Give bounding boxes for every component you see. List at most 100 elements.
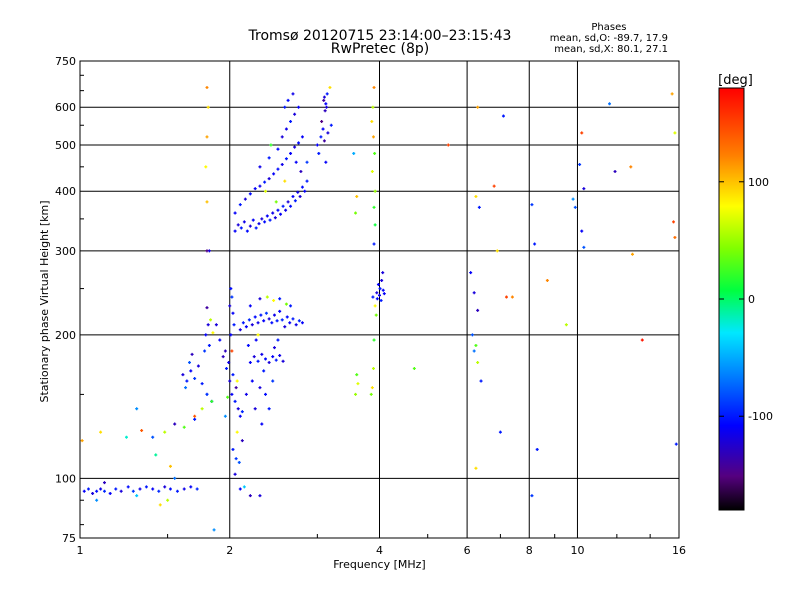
data-point — [299, 169, 303, 173]
data-point — [672, 220, 676, 224]
data-point — [276, 338, 280, 342]
data-point — [370, 169, 374, 173]
data-point — [268, 218, 272, 222]
data-point — [479, 379, 483, 383]
colorbar: 100 0 -100 [deg] — [718, 73, 773, 511]
data-point — [230, 349, 234, 353]
data-point — [205, 135, 209, 139]
data-point — [80, 439, 84, 443]
data-point — [286, 98, 290, 102]
y-tick-label: 100 — [55, 472, 76, 485]
data-point — [244, 392, 248, 396]
data-point — [102, 481, 106, 485]
data-point — [530, 494, 534, 498]
x-tick-label: 4 — [376, 544, 383, 557]
data-point — [272, 172, 276, 176]
data-point — [328, 85, 332, 89]
data-point — [253, 315, 257, 319]
data-point — [356, 382, 360, 386]
x-tick-label: 16 — [672, 544, 686, 557]
data-point — [259, 313, 263, 317]
data-point — [262, 369, 266, 373]
data-point — [280, 318, 284, 322]
data-point — [267, 177, 271, 181]
data-point — [580, 131, 584, 135]
data-point — [629, 165, 633, 169]
data-point — [230, 392, 234, 396]
data-point — [140, 429, 144, 433]
data-point — [370, 386, 374, 390]
data-point — [212, 528, 216, 532]
data-point — [224, 366, 228, 370]
data-point — [321, 127, 325, 131]
data-point — [278, 309, 282, 313]
data-point — [300, 321, 304, 325]
data-point — [257, 222, 261, 226]
data-point — [355, 373, 359, 377]
data-point — [242, 220, 246, 224]
data-point — [322, 98, 326, 102]
data-point — [82, 489, 86, 493]
data-point — [323, 109, 327, 113]
data-point — [223, 349, 227, 353]
y-tick-label: 400 — [55, 185, 76, 198]
data-point — [373, 304, 377, 308]
data-point — [173, 422, 177, 426]
data-point — [582, 187, 586, 191]
y-tick-label: 300 — [55, 245, 76, 258]
data-point — [253, 407, 257, 411]
data-point — [236, 223, 240, 227]
data-point — [193, 376, 197, 380]
data-point — [204, 165, 208, 169]
data-point — [151, 487, 155, 491]
data-point — [231, 311, 235, 315]
y-axis-label: Stationary phase Virtual Height [km] — [38, 200, 51, 402]
data-point — [303, 189, 307, 193]
data-point — [244, 325, 248, 329]
data-point — [674, 442, 678, 446]
data-point — [95, 498, 99, 502]
data-point — [305, 179, 309, 183]
data-point — [182, 425, 186, 429]
data-point — [138, 487, 142, 491]
data-point — [267, 407, 271, 411]
data-point — [119, 489, 123, 493]
data-point — [380, 278, 384, 282]
data-point — [196, 364, 200, 368]
data-point — [274, 200, 278, 204]
data-point — [256, 333, 260, 337]
data-point — [371, 135, 375, 139]
data-point — [235, 430, 239, 434]
data-point — [283, 179, 287, 183]
data-point — [670, 92, 674, 96]
data-point — [630, 252, 634, 256]
data-point — [265, 214, 269, 218]
data-point — [135, 407, 139, 411]
data-point — [203, 349, 207, 353]
data-point — [258, 165, 262, 169]
data-point — [239, 226, 243, 230]
data-point — [578, 163, 582, 167]
data-point — [211, 331, 215, 335]
data-point — [373, 223, 377, 227]
data-point — [234, 386, 238, 390]
data-point — [291, 317, 295, 321]
data-point — [291, 194, 295, 198]
data-point — [184, 386, 188, 390]
data-point — [264, 357, 268, 361]
data-point — [382, 292, 386, 296]
phase-stats-x: mean, sd,X: 80.1, 27.1 — [554, 44, 668, 55]
y-tick-label: 500 — [55, 139, 76, 152]
data-point — [233, 211, 237, 215]
y-tick-label: 600 — [55, 101, 76, 114]
data-point — [270, 321, 274, 325]
data-point — [613, 169, 617, 173]
data-point — [289, 204, 293, 208]
data-point — [474, 343, 478, 347]
data-point — [278, 353, 282, 357]
data-point — [582, 245, 586, 249]
data-point — [240, 410, 244, 414]
data-point — [510, 295, 514, 299]
data-point — [232, 323, 236, 327]
data-point — [264, 311, 268, 315]
